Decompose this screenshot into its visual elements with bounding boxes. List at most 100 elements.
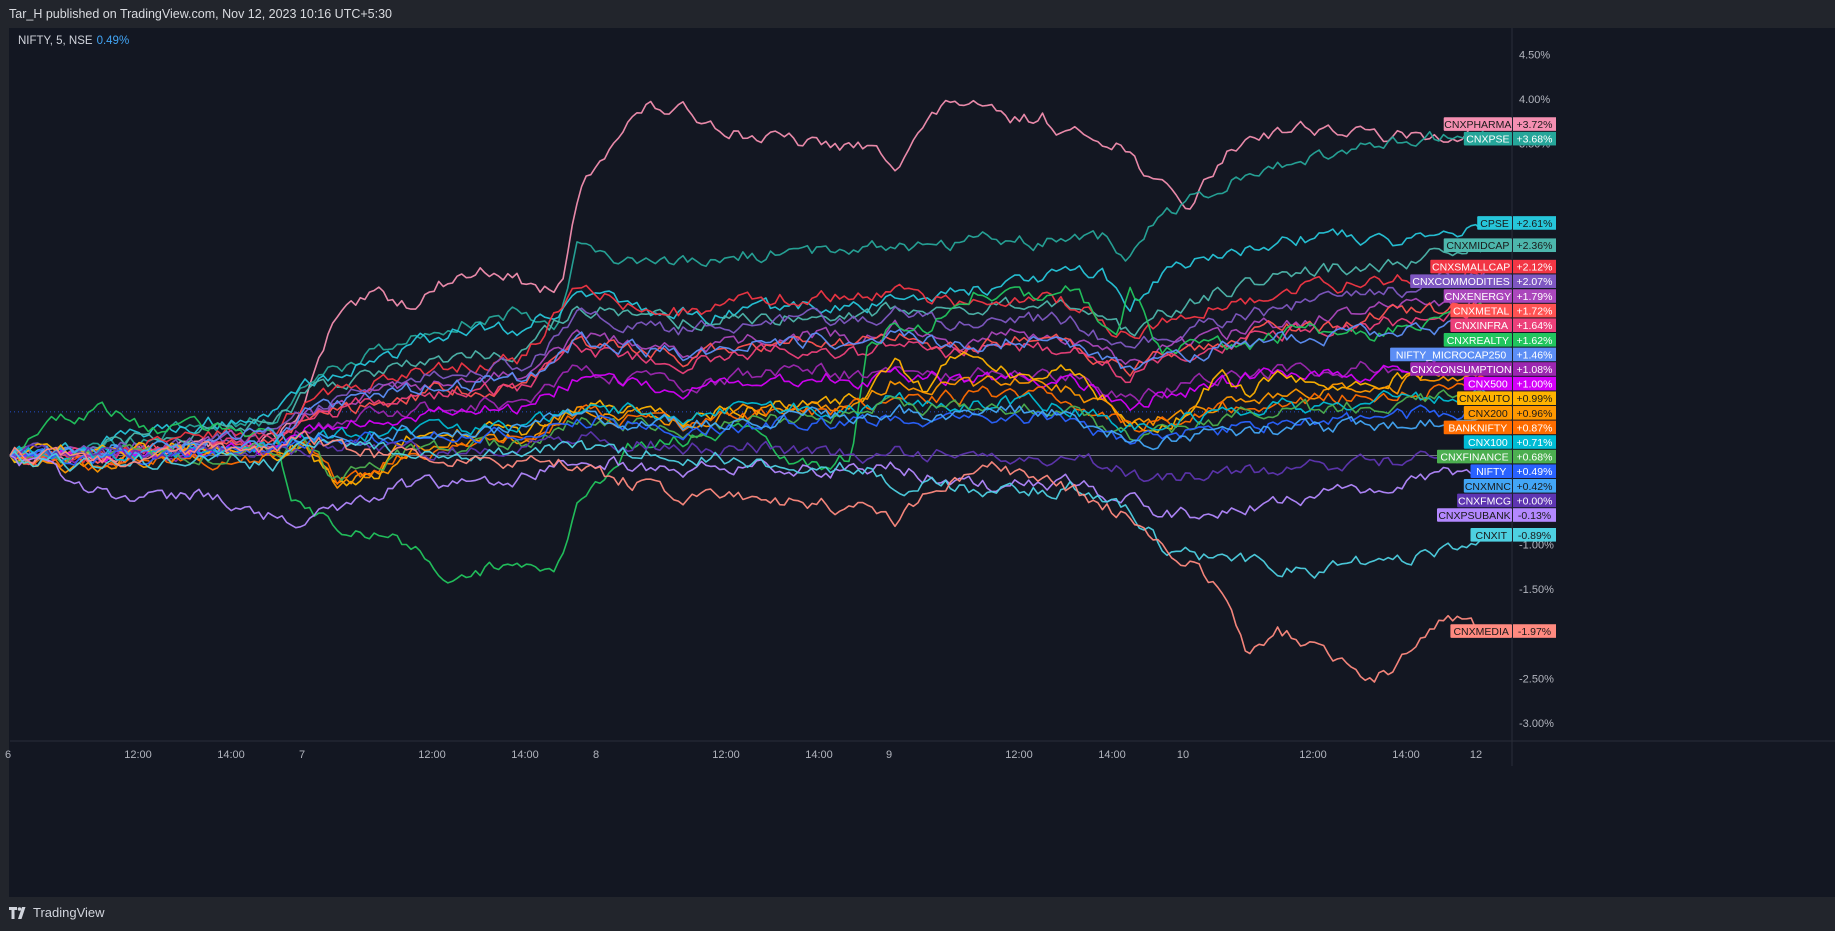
series-line-cnx500	[9, 364, 1486, 463]
name-label-cnx100: CNX100	[1468, 437, 1508, 449]
value-label-banknifty: +0.87%	[1517, 422, 1553, 434]
name-label-cnxmnc: CNXMNC	[1465, 481, 1511, 493]
name-label-cnxmedia: CNXMEDIA	[1453, 626, 1508, 638]
published-text: Tar_H published on TradingView.com, Nov …	[9, 7, 392, 21]
value-label-nifty: +0.49%	[1517, 466, 1553, 478]
value-badge-nifty_microcap250	[1513, 347, 1556, 362]
name-label-nifty: NIFTY	[1476, 466, 1506, 478]
name-label-cnxmetal: CNXMETAL	[1453, 306, 1510, 318]
y-tick-label: -2.50%	[1519, 673, 1554, 685]
value-badge-cnxsmallcap	[1513, 259, 1556, 274]
value-label-cnxmedia: -1.97%	[1518, 626, 1551, 638]
value-label-cnxmetal: +1.72%	[1517, 306, 1553, 318]
series-line-cpse	[9, 222, 1486, 464]
name-badge-cnxpsubank	[1437, 508, 1512, 522]
name-badge-cpse	[1477, 216, 1512, 230]
series-line-cnxmetal	[9, 294, 1486, 466]
value-label-cnxauto: +0.99%	[1517, 393, 1553, 405]
x-tick-label: 14:00	[805, 749, 833, 761]
tradingview-logo-icon	[9, 906, 26, 919]
name-badge-cnxauto	[1457, 391, 1512, 406]
symbol-legend[interactable]: NIFTY, 5, NSE 0.49%	[18, 35, 129, 47]
value-badge-cpse	[1513, 216, 1556, 230]
y-tick-label: -1.50%	[1519, 584, 1554, 596]
value-badge-cnx100	[1513, 435, 1556, 449]
series-line-cnxpsubank	[9, 454, 1486, 529]
name-badge-cnxit	[1470, 527, 1512, 542]
name-badge-cnxmedia	[1450, 624, 1512, 638]
name-badge-cnxmetal	[1450, 303, 1512, 318]
value-label-cnxrealty: +1.62%	[1517, 335, 1553, 347]
name-label-cnxrealty: CNXREALTY	[1447, 335, 1509, 347]
x-tick-label: 12:00	[1299, 749, 1327, 761]
x-tick-label: 14:00	[1392, 749, 1420, 761]
series-line-cnxauto	[9, 351, 1486, 487]
value-badge-cnx200	[1513, 406, 1556, 420]
tradingview-logo[interactable]: TradingView	[9, 905, 105, 920]
name-label-cnxsmallcap: CNXSMALLCAP	[1432, 262, 1510, 274]
name-label-cnxit: CNXIT	[1476, 530, 1508, 542]
name-badge-cnxfinance	[1437, 449, 1512, 464]
name-badge-cnxrealty	[1443, 333, 1512, 347]
symbol-change: 0.49%	[96, 35, 130, 47]
name-badge-cnx100	[1463, 435, 1512, 449]
value-label-cnx100: +0.71%	[1517, 437, 1553, 449]
value-badge-cnxpse	[1513, 131, 1556, 146]
series-line-cnxrealty	[9, 285, 1486, 584]
series-line-cnx200	[9, 369, 1486, 489]
value-label-cnxmnc: +0.42%	[1517, 481, 1553, 493]
value-badge-cnxfinance	[1513, 449, 1556, 464]
value-badge-cnxmetal	[1513, 303, 1556, 318]
name-label-cnxpse: CNXPSE	[1466, 134, 1509, 146]
name-badge-cnxinfra	[1450, 318, 1512, 333]
x-tick-label: 8	[593, 749, 599, 761]
name-label-nifty_microcap250: NIFTY_MICROCAP250	[1396, 349, 1506, 361]
x-tick-label: 14:00	[1098, 749, 1126, 761]
series-line-cnxpharma	[9, 99, 1486, 466]
name-label-cnxpharma: CNXPHARMA	[1444, 119, 1511, 131]
value-badge-cnxauto	[1513, 391, 1556, 406]
value-badge-cnxrealty	[1513, 333, 1556, 347]
name-badge-cnx500	[1463, 376, 1512, 391]
value-badge-cnxpharma	[1513, 117, 1556, 131]
x-tick-label: 9	[886, 749, 892, 761]
name-badge-banknifty	[1443, 420, 1512, 435]
footer-bar: TradingView	[0, 897, 1835, 931]
y-tick-label: -3.00%	[1519, 718, 1554, 730]
value-badge-cnxconsumption	[1513, 362, 1556, 376]
x-tick-label: 12:00	[1005, 749, 1033, 761]
x-tick-label: 12:00	[418, 749, 446, 761]
name-badge-cnxmidcap	[1443, 238, 1512, 253]
value-label-cnxfinance: +0.68%	[1517, 452, 1553, 464]
value-badge-cnxmnc	[1513, 479, 1556, 493]
name-label-banknifty: BANKNIFTY	[1448, 422, 1507, 434]
name-label-cnxconsumption: CNXCONSUMPTION	[1411, 364, 1512, 376]
name-label-cnxenergy: CNXENERGY	[1445, 291, 1512, 303]
name-label-cnxcommodities: CNXCOMMODITIES	[1412, 276, 1509, 288]
x-tick-label: 14:00	[511, 749, 539, 761]
value-badge-cnx500	[1513, 376, 1556, 391]
value-label-cpse: +2.61%	[1517, 218, 1553, 230]
name-label-cnxmidcap: CNXMIDCAP	[1446, 240, 1509, 252]
series-line-cnxmedia	[9, 430, 1486, 683]
series-line-cnxmidcap	[9, 244, 1486, 460]
name-badge-cnx200	[1463, 406, 1512, 420]
x-tick-label: 10	[1177, 749, 1189, 761]
value-label-cnxenergy: +1.79%	[1517, 291, 1553, 303]
x-tick-label: 6	[5, 749, 11, 761]
series-line-nifty_microcap250	[9, 319, 1486, 460]
name-label-cnxfinance: CNXFINANCE	[1440, 452, 1508, 464]
x-tick-label: 7	[299, 749, 305, 761]
value-label-nifty_microcap250: +1.46%	[1517, 349, 1553, 361]
name-badge-cnxenergy	[1443, 289, 1512, 303]
name-badge-nifty_microcap250	[1390, 347, 1512, 362]
value-badge-nifty	[1513, 464, 1556, 479]
symbol-title: NIFTY, 5, NSE	[18, 35, 93, 47]
value-label-cnxconsumption: +1.08%	[1517, 364, 1553, 376]
value-label-cnxit: -0.89%	[1518, 530, 1551, 542]
published-header: Tar_H published on TradingView.com, Nov …	[0, 0, 1835, 28]
name-badge-cnxmnc	[1463, 479, 1512, 493]
y-tick-label: 4.50%	[1519, 50, 1550, 62]
name-badge-cnxpse	[1463, 131, 1512, 146]
